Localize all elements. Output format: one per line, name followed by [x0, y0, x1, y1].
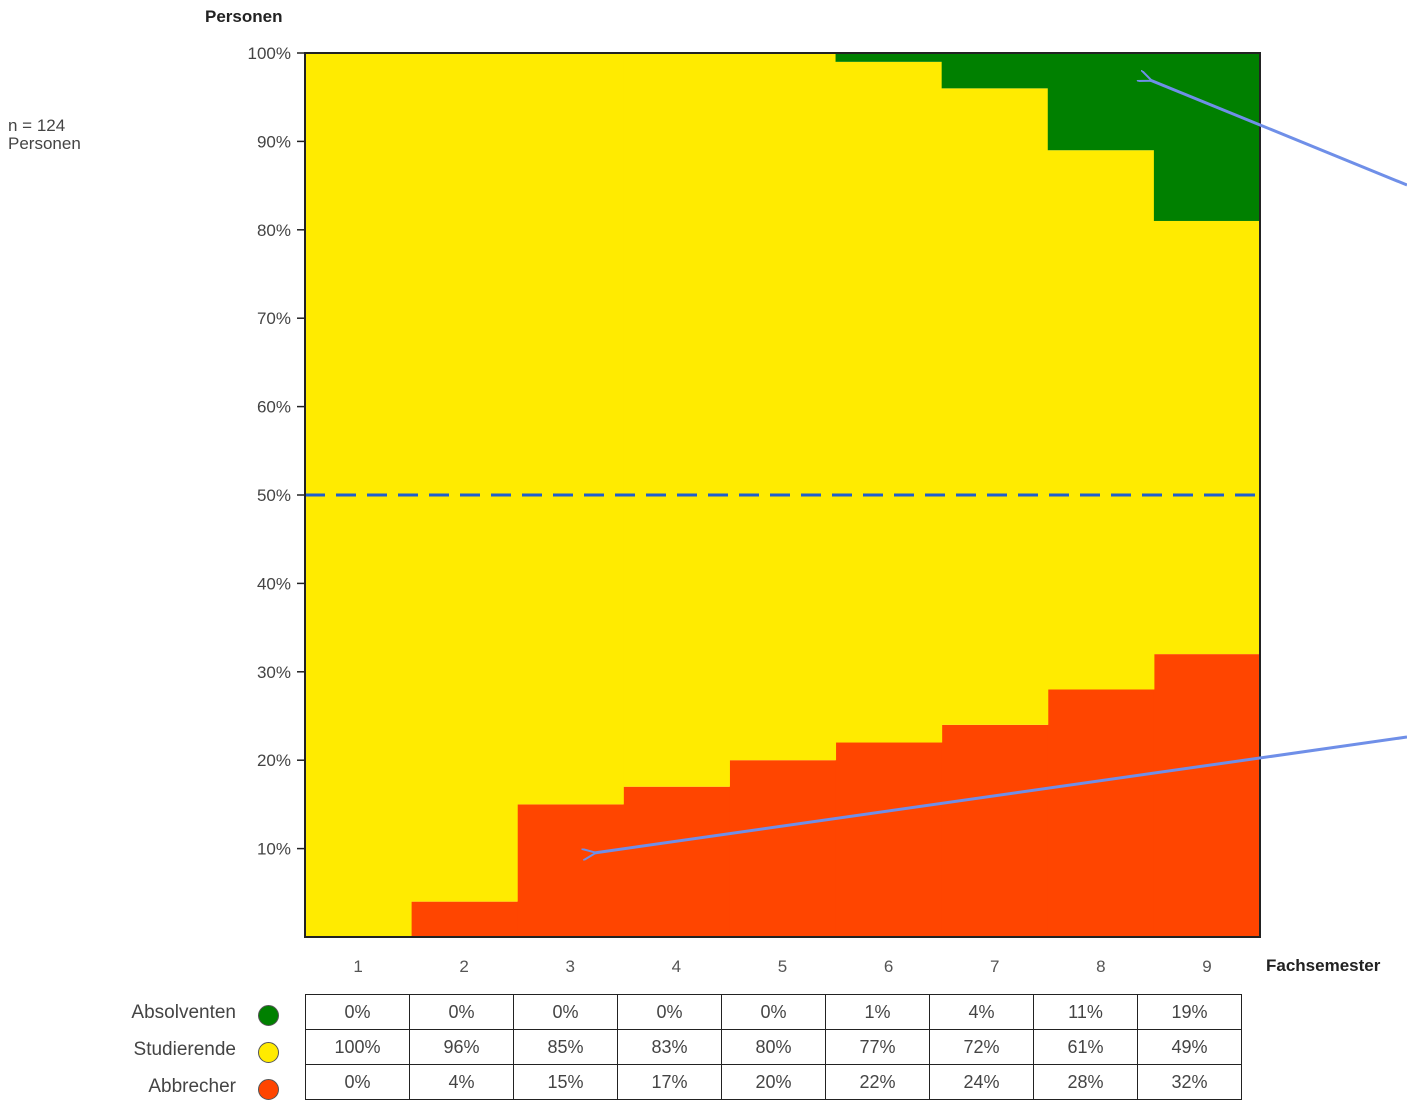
chart: 10% 20% 30% 40% 50% 60% 70% 80% 90% 100% 1 2 3 4 5 6 7 8… [205, 7, 1407, 976]
sample-size-unit: Personen [8, 134, 81, 153]
x-tick-label: 7 [990, 957, 999, 976]
legend-label-studierende: Studierende [133, 1039, 236, 1060]
table-cell: 17% [617, 1064, 722, 1100]
table-cell: 4% [929, 994, 1034, 1030]
y-axis-title: Personen [205, 7, 282, 26]
x-tick-label: 5 [778, 957, 787, 976]
sample-size-note: n = 124 Personen [8, 117, 81, 153]
annotation-arrow-absolventen [1150, 80, 1407, 187]
x-axis-title: Fachsemester [1266, 956, 1381, 975]
annotation-arrow-abbrecher [594, 735, 1407, 853]
table-cell: 0% [721, 994, 826, 1030]
area-abbrecher-segment-9 [1153, 654, 1261, 937]
table-cell: 28% [1033, 1064, 1138, 1100]
table-cell: 72% [929, 1029, 1034, 1065]
area-studierende-segment-3 [517, 53, 624, 805]
annotation-arrows [594, 80, 1407, 853]
area-studierende-segment-6 [835, 61, 943, 743]
table-cell: 0% [305, 994, 410, 1030]
y-axis: 10% 20% 30% 40% 50% 60% 70% 80% 90% 100% [248, 44, 305, 859]
table-cell: 20% [721, 1064, 826, 1100]
y-tick-label: 40% [257, 574, 291, 593]
table-row-absolventen: 0% 0% 0% 0% 0% 1% 4% 11% 19% [305, 994, 1242, 1030]
area-studierende-segment-4 [623, 53, 730, 787]
x-axis: 1 2 3 4 5 6 7 8 9 [353, 957, 1211, 976]
table-cell: 0% [409, 994, 514, 1030]
area-abbrecher-segment-6 [835, 742, 943, 937]
legend-label-absolventen: Absolventen [131, 1002, 236, 1023]
y-tick-label: 10% [257, 840, 291, 859]
area-abbrecher-segment-8 [1047, 689, 1155, 937]
x-tick-label: 8 [1096, 957, 1105, 976]
sample-size-count: n = 124 [8, 116, 66, 135]
area-abbrecher-segment-7 [941, 724, 1049, 937]
table-cell: 80% [721, 1029, 826, 1065]
table-cell: 96% [409, 1029, 514, 1065]
x-tick-label: 2 [459, 957, 468, 976]
area-absolventen-segment-9 [1153, 53, 1261, 221]
table-cell: 11% [1033, 994, 1138, 1030]
x-tick-label: 9 [1202, 957, 1211, 976]
x-tick-label: 3 [566, 957, 575, 976]
x-tick-label: 1 [353, 957, 362, 976]
x-tick-label: 4 [672, 957, 681, 976]
area-studierende-segment-2 [411, 53, 518, 902]
x-tick-label: 6 [884, 957, 893, 976]
y-tick-label: 100% [248, 44, 291, 63]
area-studierende-segment-9 [1153, 220, 1261, 655]
area-abbrecher-segment-4 [623, 786, 730, 937]
table-cell: 0% [305, 1064, 410, 1100]
y-tick-label: 80% [257, 221, 291, 240]
table-cell: 61% [1033, 1029, 1138, 1065]
table-cell: 0% [617, 994, 722, 1030]
legend-swatch-studierende [258, 1042, 279, 1063]
area-abbrecher-segment-5 [729, 760, 837, 937]
table-cell: 0% [513, 994, 618, 1030]
area-absolventen-segment-6 [835, 53, 943, 62]
table-cell: 32% [1137, 1064, 1242, 1100]
table-cell: 15% [513, 1064, 618, 1100]
values-table: 0% 0% 0% 0% 0% 1% 4% 11% 19% 100% 96% 85% 83% 80% 77% 7… [305, 994, 1242, 1100]
y-tick-label: 50% [257, 486, 291, 505]
y-tick-label: 90% [257, 132, 291, 151]
legend-swatch-abbrecher [258, 1079, 279, 1100]
area-absolventen-segment-7 [941, 53, 1049, 89]
table-cell: 4% [409, 1064, 514, 1100]
area-absolventen-segment-8 [1047, 53, 1155, 151]
table-cell: 77% [825, 1029, 930, 1065]
y-tick-label: 60% [257, 398, 291, 417]
table-row-studierende: 100% 96% 85% 83% 80% 77% 72% 61% 49% [305, 1029, 1242, 1065]
legend-swatch-absolventen [258, 1005, 279, 1026]
area-studierende-segment-8 [1047, 150, 1155, 690]
table-cell: 49% [1137, 1029, 1242, 1065]
area-studierende-segment-5 [729, 53, 837, 761]
y-tick-label: 70% [257, 309, 291, 328]
table-cell: 100% [305, 1029, 410, 1065]
table-cell: 22% [825, 1064, 930, 1100]
y-tick-label: 20% [257, 751, 291, 770]
area-abbrecher-segment-3 [517, 804, 624, 937]
table-cell: 1% [825, 994, 930, 1030]
area-abbrecher-segment-2 [411, 901, 518, 937]
table-cell: 24% [929, 1064, 1034, 1100]
legend-label-abbrecher: Abbrecher [148, 1076, 236, 1097]
table-row-abbrecher: 0% 4% 15% 17% 20% 22% 24% 28% 32% [305, 1064, 1242, 1100]
table-cell: 85% [513, 1029, 618, 1065]
table-cell: 83% [617, 1029, 722, 1065]
table-cell: 19% [1137, 994, 1242, 1030]
area-studierende-segment-7 [941, 88, 1049, 725]
y-tick-label: 30% [257, 663, 291, 682]
